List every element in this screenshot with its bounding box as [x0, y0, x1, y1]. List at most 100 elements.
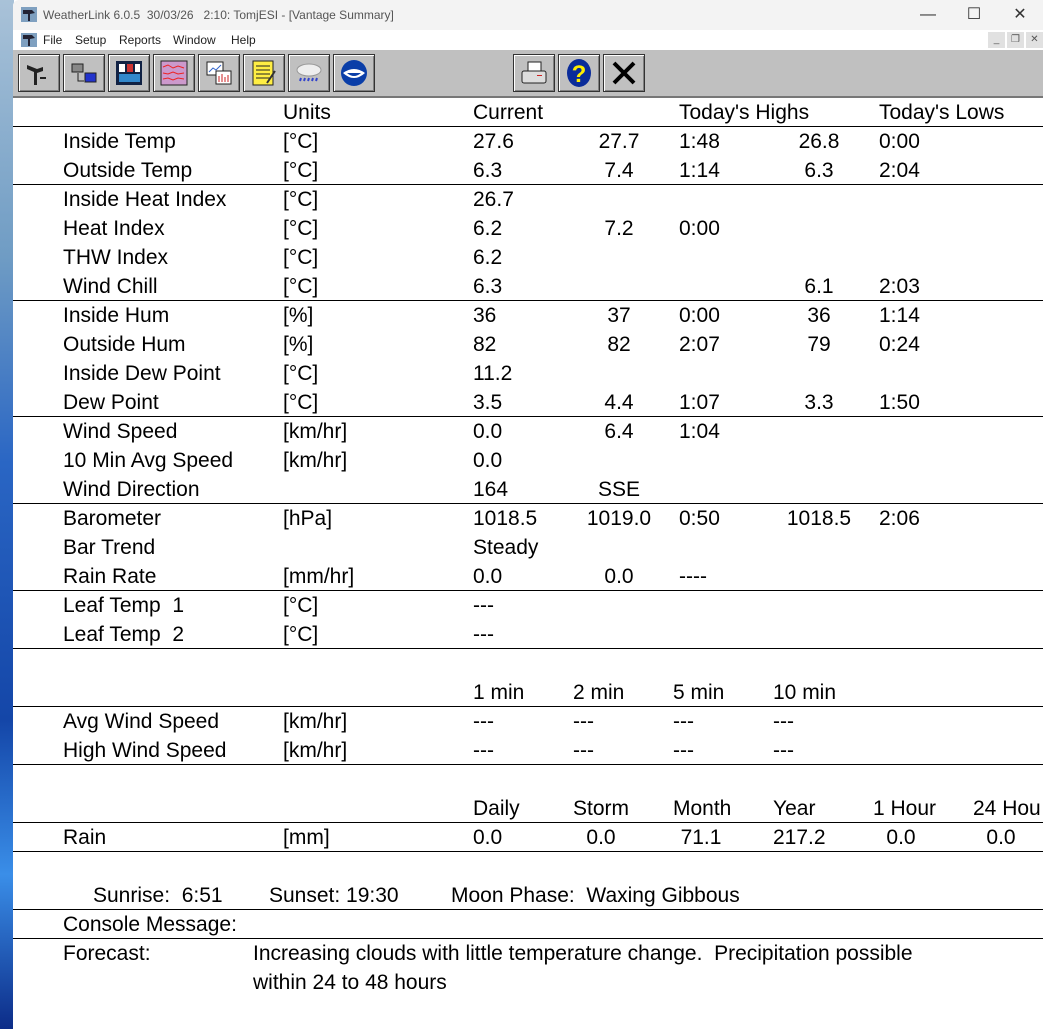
forecast-row-continued: within 24 to 48 hours — [13, 968, 1043, 997]
summary-row: Inside Heat Index [°C] 26.7 — [13, 185, 1043, 214]
cell-label: Outside Hum — [63, 333, 186, 356]
cell-units: [km/hr] — [283, 420, 348, 443]
cell-current: --- — [473, 623, 494, 646]
cell-low-value: 1018.5 — [786, 507, 852, 530]
summary-row: Wind Chill [°C] 6.3 6.1 2:03 — [13, 272, 1043, 301]
cell-current: 0.0 — [473, 565, 503, 588]
forecast-button[interactable] — [288, 54, 330, 92]
column-header: 2 min — [573, 681, 625, 704]
menu-bar: File Setup Reports Window Help _ ❐ ✕ — [13, 30, 1043, 50]
summary-row: Inside Hum [%] 36 37 0:00 36 1:14 — [13, 301, 1043, 330]
cell-low-value: 26.8 — [798, 130, 840, 153]
cell-high-time: ---- — [679, 565, 707, 588]
cell-units: [mm/hr] — [283, 565, 355, 588]
cell-current: 164 — [473, 478, 509, 501]
cell-value: --- — [673, 739, 694, 762]
column-header: 1 Hour — [873, 797, 937, 820]
menu-window[interactable]: Window — [173, 33, 216, 47]
cell-high-time: 0:50 — [679, 507, 720, 530]
svg-text:?: ? — [572, 61, 587, 88]
cell-label: Outside Temp — [63, 159, 193, 182]
cell-units: [°C] — [283, 391, 319, 414]
column-header: Today's Highs — [679, 101, 810, 124]
menu-help[interactable]: Help — [231, 33, 256, 47]
column-header: Today's Lows — [879, 101, 1005, 124]
cell-label: Bar Trend — [63, 536, 156, 559]
browse-graph-button[interactable] — [198, 54, 240, 92]
cell-units: [°C] — [283, 275, 319, 298]
summary-row: THW Index [°C] 6.2 — [13, 243, 1043, 272]
console-message-label: Console Message: — [63, 913, 237, 936]
column-header: Storm — [573, 797, 630, 820]
minimize-button[interactable]: — — [920, 6, 936, 23]
cell-high-value: 1019.0 — [586, 507, 652, 530]
cell-current: 6.3 — [473, 159, 503, 182]
mdi-restore-button[interactable]: ❐ — [1007, 32, 1024, 48]
cell-low-time: 2:04 — [879, 159, 920, 182]
download-icon — [71, 63, 97, 83]
cell-value: 0.0 — [586, 826, 616, 849]
browse-graph-icon — [206, 61, 232, 85]
window-title: WeatherLink 6.0.5 30/03/26 2:10: TomjESI… — [43, 8, 394, 22]
summary-row: Leaf Temp 2 [°C] --- — [13, 620, 1043, 649]
desktop-background — [0, 0, 14, 1029]
cell-label: Inside Dew Point — [63, 362, 221, 385]
cell-units: [%] — [283, 304, 314, 327]
mdi-minimize-button[interactable]: _ — [988, 32, 1005, 48]
notes-button[interactable] — [243, 54, 285, 92]
column-header: Month — [673, 797, 732, 820]
bulletin-button[interactable] — [108, 54, 150, 92]
noaa-button[interactable] — [333, 54, 375, 92]
help-button[interactable]: ? — [558, 54, 600, 92]
print-button[interactable] — [513, 54, 555, 92]
weather-cloud-icon — [296, 63, 322, 82]
cell-units: [mm] — [283, 826, 330, 849]
cell-current: 0.0 — [473, 449, 503, 472]
cell-high-value: 0.0 — [604, 565, 634, 588]
wind-header: 1 min 2 min 5 min 10 min — [13, 678, 1043, 707]
sunrise-text: Sunrise: 6:51 — [93, 884, 223, 907]
menu-reports[interactable]: Reports — [119, 33, 162, 47]
cell-units: [°C] — [283, 362, 319, 385]
column-header: 5 min — [673, 681, 725, 704]
menu-file[interactable]: File — [43, 33, 63, 47]
cell-label: THW Index — [63, 246, 169, 269]
cell-value: 71.1 — [680, 826, 722, 849]
cell-current: 6.3 — [473, 275, 503, 298]
noaa-icon — [341, 60, 367, 86]
strip-charts-button[interactable] — [153, 54, 195, 92]
cell-low-value: 3.3 — [804, 391, 834, 414]
cell-units: [hPa] — [283, 507, 333, 530]
cell-current: Steady — [473, 536, 539, 559]
exit-button[interactable] — [603, 54, 645, 92]
summary-row: Wind Speed [km/hr] 0.0 6.4 1:04 — [13, 417, 1043, 446]
cell-label: Dew Point — [63, 391, 159, 414]
app-icon — [21, 7, 37, 22]
cell-label: Inside Heat Index — [63, 188, 227, 211]
cell-current: 1018.5 — [473, 507, 538, 530]
title-bar: WeatherLink 6.0.5 30/03/26 2:10: TomjESI… — [13, 0, 1043, 30]
cell-low-time: 1:14 — [879, 304, 920, 327]
cell-value: --- — [673, 710, 694, 733]
summary-row: Wind Direction 164 SSE — [13, 475, 1043, 504]
cell-label: Wind Chill — [63, 275, 158, 298]
summary-row: Inside Dew Point [°C] 11.2 — [13, 359, 1043, 388]
cell-low-value: 6.1 — [804, 275, 834, 298]
station-button[interactable] — [18, 54, 60, 92]
menu-setup[interactable]: Setup — [75, 33, 107, 47]
mdi-close-button[interactable]: ✕ — [1026, 32, 1043, 48]
cell-value: --- — [773, 739, 794, 762]
forecast-label: Forecast: — [63, 942, 151, 965]
maximize-button[interactable]: ☐ — [966, 6, 982, 23]
moon-phase-text: Moon Phase: Waxing Gibbous — [451, 884, 740, 907]
cell-label: Barometer — [63, 507, 162, 530]
download-button[interactable] — [63, 54, 105, 92]
cell-high-value: 27.7 — [598, 130, 640, 153]
column-header: 1 min — [473, 681, 525, 704]
summary-row: Outside Hum [%] 82 82 2:07 79 0:24 — [13, 330, 1043, 359]
cell-label: Rain — [63, 826, 107, 849]
close-window-button[interactable]: ✕ — [1013, 6, 1027, 23]
document-icon[interactable] — [21, 33, 37, 47]
column-header: Units — [283, 101, 331, 124]
station-icon — [27, 65, 46, 85]
